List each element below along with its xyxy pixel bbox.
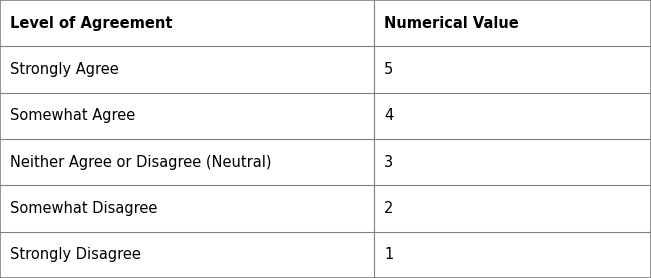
Text: 1: 1 bbox=[384, 247, 393, 262]
Text: 2: 2 bbox=[384, 201, 393, 216]
Text: Strongly Disagree: Strongly Disagree bbox=[10, 247, 141, 262]
Text: 5: 5 bbox=[384, 62, 393, 77]
Text: Strongly Agree: Strongly Agree bbox=[10, 62, 118, 77]
Text: Level of Agreement: Level of Agreement bbox=[10, 16, 173, 31]
Text: Numerical Value: Numerical Value bbox=[384, 16, 519, 31]
Text: Neither Agree or Disagree (Neutral): Neither Agree or Disagree (Neutral) bbox=[10, 155, 271, 170]
Text: Somewhat Disagree: Somewhat Disagree bbox=[10, 201, 157, 216]
Text: 3: 3 bbox=[384, 155, 393, 170]
Text: 4: 4 bbox=[384, 108, 393, 123]
Text: Somewhat Agree: Somewhat Agree bbox=[10, 108, 135, 123]
